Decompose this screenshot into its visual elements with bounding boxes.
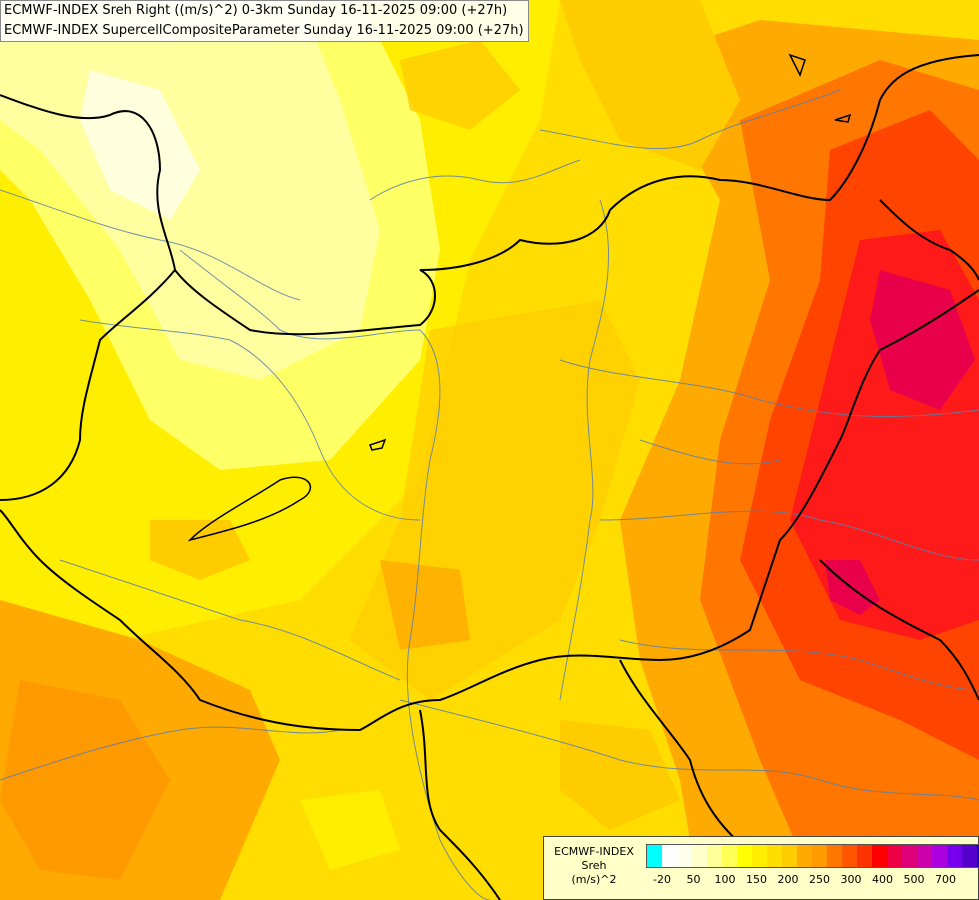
legend-tick-label: 100 (714, 873, 736, 886)
legend-tick-label: 50 (686, 873, 701, 886)
legend-tick-label: 250 (809, 873, 830, 886)
title-line-sreh: ECMWF-INDEX Sreh Right ((m/s)^2) 0-3km S… (4, 3, 508, 18)
legend-swatch (962, 845, 977, 867)
legend-swatch (662, 845, 677, 867)
legend-swatch (707, 845, 722, 867)
title-line-scp: ECMWF-INDEX SupercellCompositeParameter … (4, 23, 524, 38)
legend-unit: (m/s)^2 (571, 873, 617, 886)
legend-swatch (722, 845, 737, 867)
legend-swatch (827, 845, 842, 867)
legend-tick-label: 200 (777, 873, 799, 886)
legend-swatch (647, 845, 662, 867)
legend-swatch (752, 845, 767, 867)
legend-swatch (737, 845, 752, 867)
legend-swatch (872, 845, 887, 867)
legend-swatch (797, 845, 812, 867)
color-legend: ECMWF-INDEX Sreh (m/s)^2 -20 50 100 150 200 2… (543, 836, 979, 900)
legend-tick-label: 300 (840, 873, 862, 886)
legend-swatch (977, 845, 979, 867)
legend-tick-label: -20 (653, 873, 671, 886)
legend-swatch (677, 845, 692, 867)
legend-swatch (887, 845, 902, 867)
legend-tick-label: 700 (935, 873, 956, 886)
legend-swatch (782, 845, 797, 867)
legend-swatch (917, 845, 932, 867)
legend-swatch (812, 845, 827, 867)
legend-title: ECMWF-INDEX Sreh (m/s)^2 (546, 845, 642, 887)
legend-swatch (692, 845, 707, 867)
legend-source: ECMWF-INDEX (554, 845, 634, 858)
legend-swatch (947, 845, 962, 867)
legend-variable: Sreh (581, 859, 607, 872)
legend-swatch (857, 845, 872, 867)
legend-tick-label: 400 (872, 873, 893, 886)
legend-swatch (932, 845, 947, 867)
legend-color-scale (646, 844, 979, 868)
legend-swatch (767, 845, 782, 867)
legend-tick-label: 150 (746, 873, 767, 886)
legend-tick-labels: -20 50 100 150 200 250 300 400 500 700 (544, 873, 979, 889)
map-title-box: ECMWF-INDEX Sreh Right ((m/s)^2) 0-3km S… (0, 0, 529, 42)
borders (0, 53, 979, 900)
legend-swatch (842, 845, 857, 867)
legend-swatch (902, 845, 917, 867)
rivers (0, 89, 979, 900)
legend-tick-label: 500 (903, 873, 925, 886)
